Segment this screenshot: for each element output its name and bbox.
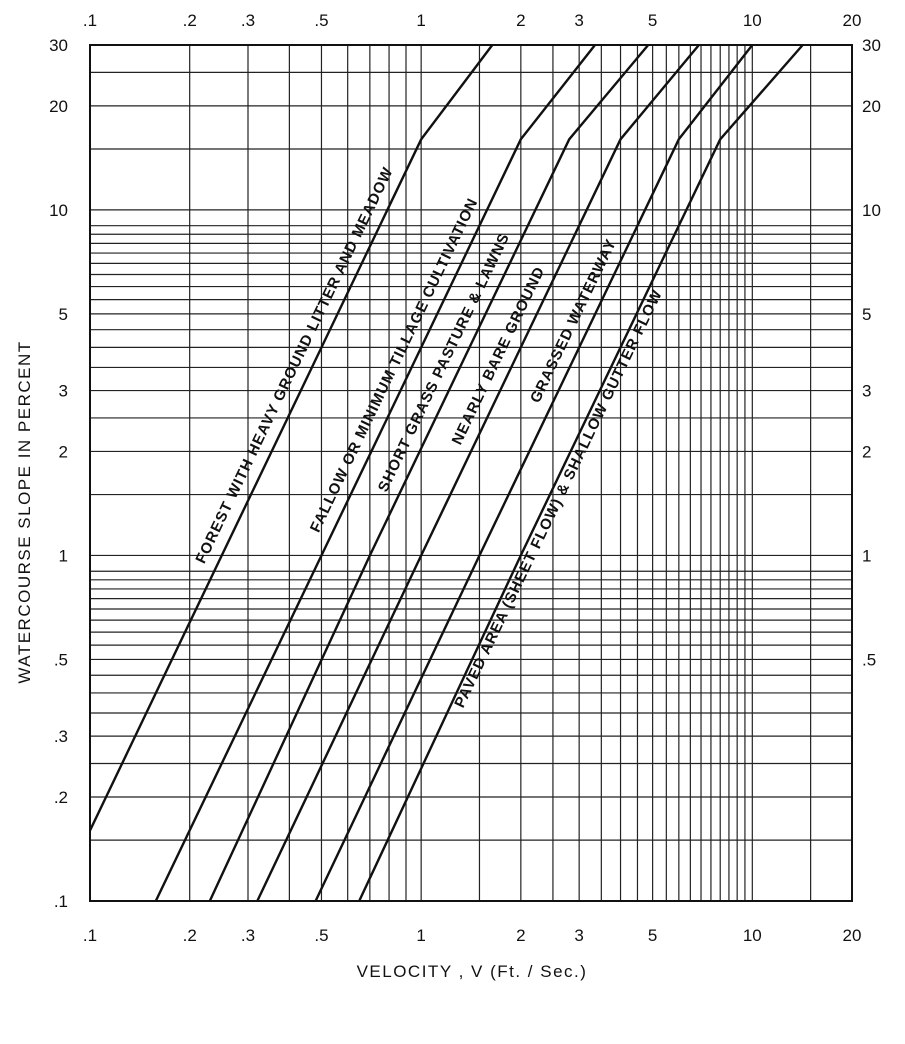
x-tick-label-top: .2: [183, 11, 197, 30]
x-tick-label-bottom: 2: [516, 926, 525, 945]
series-curves: [88, 44, 804, 902]
series-line-3: [208, 44, 650, 902]
grid-lines: [89, 44, 853, 902]
y-tick-label-right: 5: [862, 305, 871, 324]
y-tick-label-right: 1: [862, 546, 871, 565]
series-labels: FOREST WITH HEAVY GROUND LITTER AND MEAD…: [192, 164, 666, 710]
x-tick-label-bottom: .1: [83, 926, 97, 945]
x-tick-label-top: 1: [416, 11, 425, 30]
y-tick-label-left: .2: [54, 788, 68, 807]
y-tick-label-left: .1: [54, 892, 68, 911]
y-tick-label-left: 1: [59, 546, 68, 565]
x-tick-label-top: 10: [743, 11, 762, 30]
x-tick-label-bottom: 5: [648, 926, 657, 945]
y-tick-label-right: 2: [862, 442, 871, 461]
x-tick-label-bottom: 20: [843, 926, 862, 945]
x-tick-label-bottom: 1: [416, 926, 425, 945]
y-tick-label-right: 30: [862, 36, 881, 55]
x-tick-label-bottom: .5: [314, 926, 328, 945]
plot-border: [89, 44, 853, 902]
y-tick-label-right: 10: [862, 201, 881, 220]
series-line-1: [88, 44, 494, 832]
x-tick-label-top: 3: [574, 11, 583, 30]
y-tick-label-left: 20: [49, 97, 68, 116]
plot-frame: [89, 44, 853, 902]
series-line-6: [358, 44, 804, 902]
y-tick-label-left: 10: [49, 201, 68, 220]
y-tick-label-left: 30: [49, 36, 68, 55]
x-tick-label-bottom: 10: [743, 926, 762, 945]
series-label-4: NEARLY BARE GROUND: [449, 264, 549, 448]
x-tick-label-bottom: 3: [574, 926, 583, 945]
y-tick-label-right: .5: [862, 650, 876, 669]
x-tick-label-top: 2: [516, 11, 525, 30]
x-tick-label-bottom: .3: [241, 926, 255, 945]
series-line-4: [256, 44, 700, 902]
y-tick-label-right: 20: [862, 97, 881, 116]
y-tick-label-left: 2: [59, 442, 68, 461]
y-tick-label-left: .5: [54, 650, 68, 669]
y-tick-label-right: 3: [862, 382, 871, 401]
series-label-1: FOREST WITH HEAVY GROUND LITTER AND MEAD…: [192, 164, 396, 566]
x-tick-label-top: .5: [314, 11, 328, 30]
x-tick-label-top: .3: [241, 11, 255, 30]
y-tick-label-left: 5: [59, 305, 68, 324]
x-tick-label-top: 20: [843, 11, 862, 30]
x-axis-title: VELOCITY , V (Ft. / Sec.): [357, 962, 588, 981]
series-line-5: [314, 44, 754, 902]
x-tick-label-top: .1: [83, 11, 97, 30]
x-tick-label-top: 5: [648, 11, 657, 30]
x-tick-label-bottom: .2: [183, 926, 197, 945]
series-line-2: [154, 44, 596, 902]
y-tick-label-left: .3: [54, 727, 68, 746]
y-tick-label-left: 3: [59, 382, 68, 401]
tick-labels: .1.1.2.2.3.3.5.5112233551010202030201053…: [49, 11, 881, 945]
y-axis-title: WATERCOURSE SLOPE IN PERCENT: [15, 340, 34, 683]
